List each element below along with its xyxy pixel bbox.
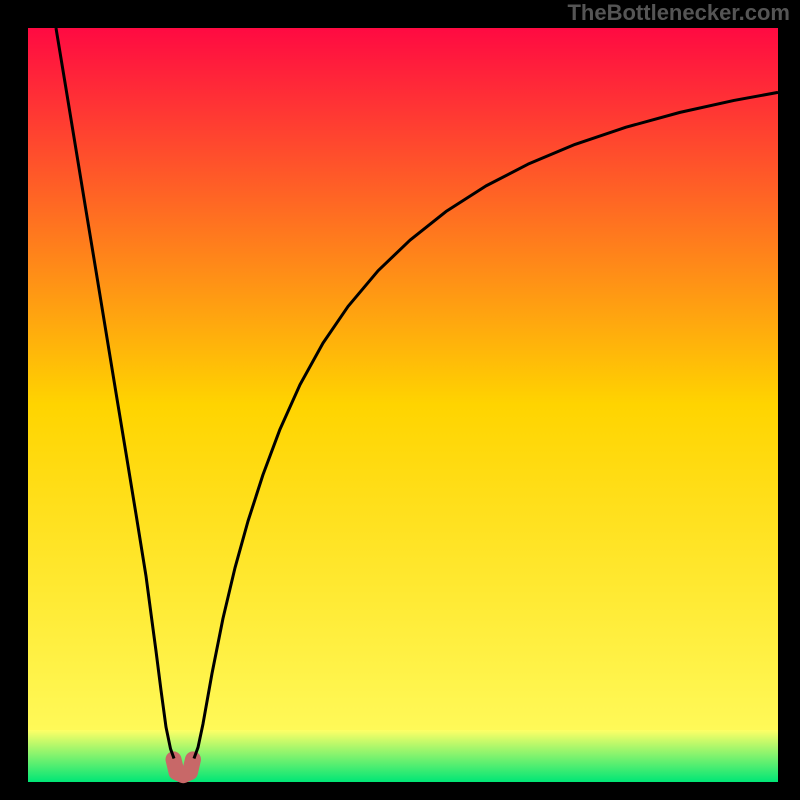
chart-plot-area	[28, 28, 778, 782]
chart-curves-svg	[28, 28, 778, 782]
watermark-text: TheBottlenecker.com	[567, 0, 790, 26]
chart-canvas: TheBottlenecker.com	[0, 0, 800, 800]
left-branch-curve	[56, 28, 174, 759]
dip-marker-curve	[174, 759, 194, 775]
right-branch-curve	[194, 92, 778, 758]
